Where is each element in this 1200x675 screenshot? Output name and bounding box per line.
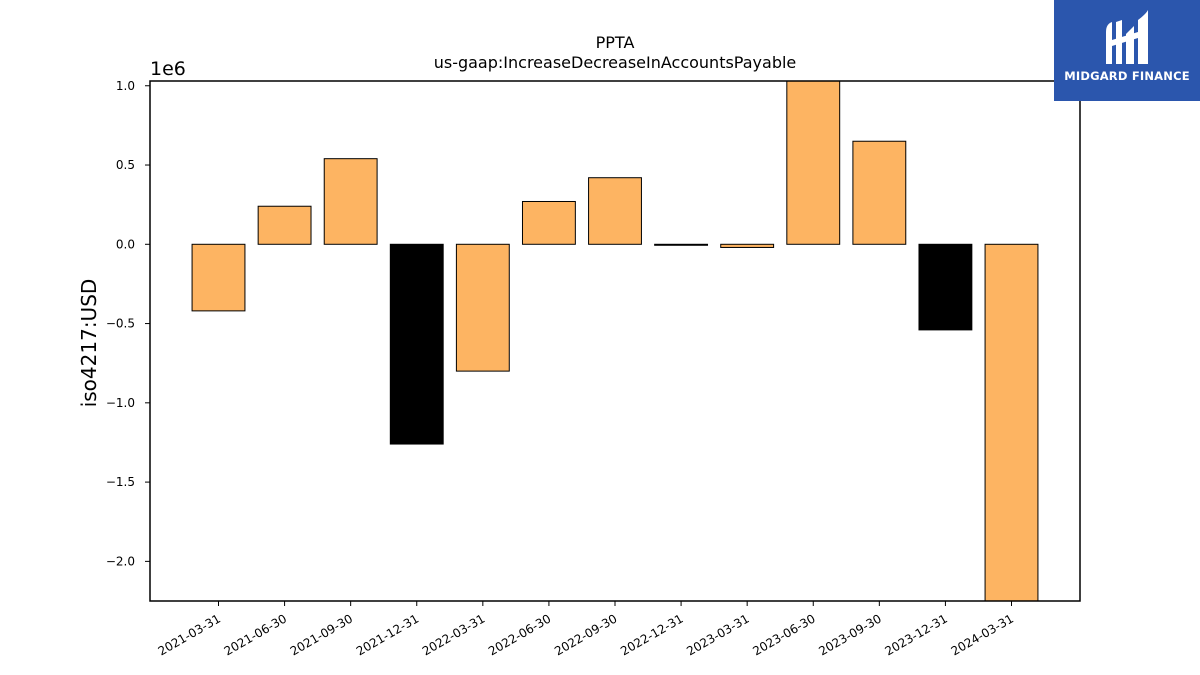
x-tick-label: 2022-12-31 — [618, 611, 685, 658]
bar-2021-03-31 — [191, 243, 246, 312]
x-tick-label: 2022-03-31 — [420, 611, 487, 658]
bar-2023-12-31 — [918, 243, 973, 331]
bar-2023-06-30 — [786, 80, 841, 245]
y-tick-label: 0.0 — [116, 237, 135, 251]
y-tick-label: −2.0 — [106, 554, 135, 568]
chart-subtitle: us-gaap:IncreaseDecreaseInAccountsPayabl… — [434, 53, 797, 72]
midgard-logo-icon — [1106, 10, 1148, 64]
x-tick-label: 2023-06-30 — [750, 611, 817, 658]
bar-2021-09-30 — [323, 158, 378, 245]
bar-2024-03-31 — [984, 243, 1039, 602]
brand-logo: MIDGARD FINANCE — [1054, 0, 1200, 101]
x-tick-label: 2023-03-31 — [684, 611, 751, 658]
x-tick-label: 2023-09-30 — [816, 611, 883, 658]
bars-layer — [191, 80, 1039, 602]
x-tick-label: 2021-03-31 — [156, 611, 223, 658]
y-tick-label: −0.5 — [106, 317, 135, 331]
y-tick-label: −1.5 — [106, 475, 135, 489]
y-axis-offset-label: 1e6 — [150, 58, 186, 80]
bar-2022-09-30 — [588, 177, 642, 245]
x-tick-label: 2022-09-30 — [552, 611, 619, 658]
bar-2022-12-31 — [654, 243, 709, 246]
y-tick-label: 0.5 — [116, 158, 135, 172]
bar-2023-09-30 — [852, 140, 907, 245]
y-tick-label: −1.0 — [106, 396, 135, 410]
chart-title: PPTA — [596, 33, 635, 52]
bar-2021-06-30 — [257, 205, 312, 245]
bar-2022-06-30 — [521, 200, 576, 245]
x-tick-label: 2021-09-30 — [288, 611, 355, 658]
bar-2023-03-31 — [720, 243, 775, 248]
x-tick-label: 2023-12-31 — [883, 611, 950, 658]
x-tick-label: 2022-06-30 — [486, 611, 553, 658]
y-tick-label: 1.0 — [116, 79, 135, 93]
logo-text: MIDGARD FINANCE — [1064, 69, 1190, 83]
x-tick-label: 2021-06-30 — [222, 611, 289, 658]
plot-frame — [149, 80, 1081, 602]
bar-2022-03-31 — [455, 243, 510, 372]
x-tick-label: 2024-03-31 — [949, 611, 1016, 658]
bar-2021-12-31 — [389, 243, 444, 445]
y-axis-label: iso4217:USD — [77, 279, 101, 408]
x-tick-label: 2021-12-31 — [354, 611, 421, 658]
